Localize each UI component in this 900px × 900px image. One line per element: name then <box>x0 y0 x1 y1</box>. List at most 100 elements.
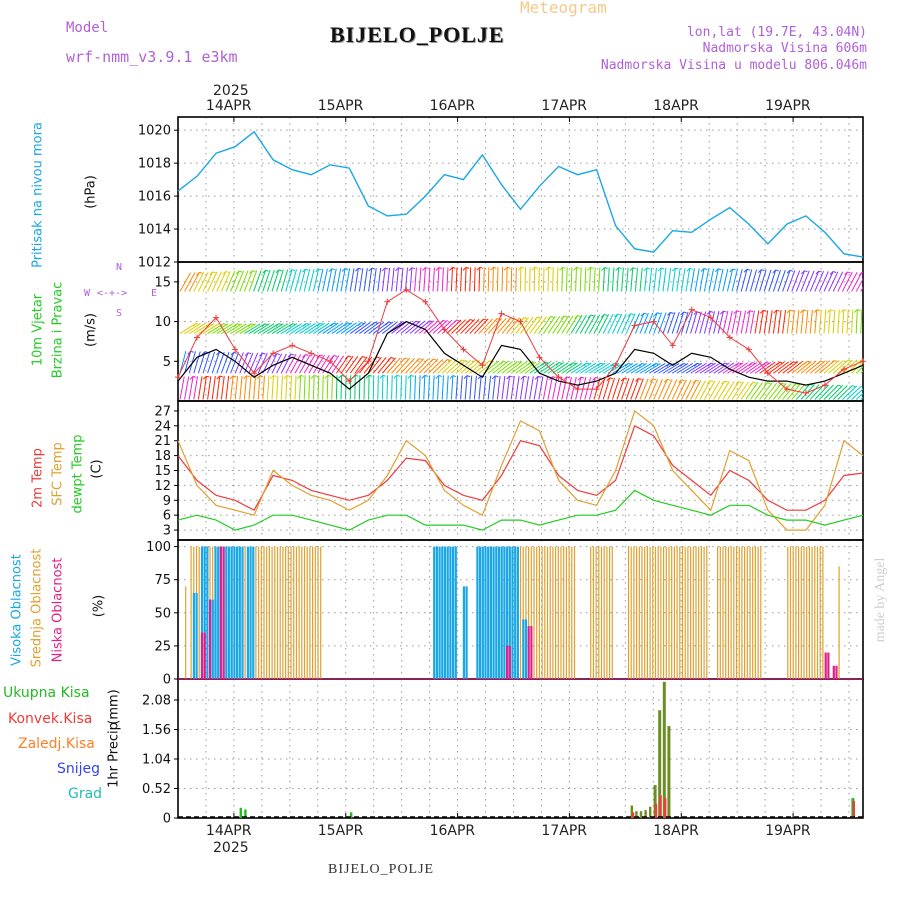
wind-arrowhead <box>287 353 295 358</box>
low-cloud-bar <box>219 546 222 679</box>
wind-arrow <box>354 356 368 374</box>
wind-arrow <box>363 375 366 400</box>
high-cloud-bar <box>479 546 482 679</box>
wind-arrowhead <box>574 315 581 319</box>
wind-arrow <box>625 363 643 374</box>
gust-marker <box>574 386 581 393</box>
wind-arrow <box>271 269 280 292</box>
wind-arrow <box>846 309 849 334</box>
wind-arrow <box>773 383 787 400</box>
high-cloud-bar <box>503 546 506 679</box>
wind-arrowhead <box>449 375 457 379</box>
wind-arrow <box>207 376 212 400</box>
wind-barbs <box>179 266 863 400</box>
wind-arrow <box>248 270 258 292</box>
total-precip-bar <box>653 785 657 818</box>
wind-arrow <box>621 267 624 292</box>
wind-arrow <box>699 268 705 292</box>
wind-arrow <box>680 268 686 292</box>
wind-arrow <box>662 363 680 374</box>
wind-arrow <box>515 376 520 400</box>
high-cloud-bar <box>487 546 490 679</box>
wind-arrow <box>763 269 772 292</box>
wind-arrowhead <box>407 374 414 379</box>
pressure-line <box>177 130 864 258</box>
bottom-year: 2025 <box>213 840 249 856</box>
wind-arrow <box>851 309 854 334</box>
wind-arrow <box>276 323 293 334</box>
wind-arrow <box>276 353 287 374</box>
wind-arrow <box>713 268 719 292</box>
wind-arrow <box>497 361 513 374</box>
wind-arrow <box>294 354 306 374</box>
wind-arrow <box>211 323 229 334</box>
wind-arrow <box>805 309 809 334</box>
wind-arrow <box>611 377 620 400</box>
wind-arrow <box>216 323 233 334</box>
wind-arrowhead <box>743 268 751 273</box>
wind-arrowhead <box>563 376 570 381</box>
wind-arrow <box>501 317 516 334</box>
wind-arrow <box>248 375 252 400</box>
wind-arrow <box>220 352 230 374</box>
wind-arrow <box>359 321 376 334</box>
total-precip-bar <box>635 811 638 818</box>
low-cloud-bar <box>832 665 835 679</box>
wind-arrow <box>184 323 201 334</box>
wind-arrowhead <box>686 267 693 272</box>
compass-n: N <box>116 262 123 273</box>
day-label-bottom: 17APR <box>541 823 587 839</box>
wind-arrowhead <box>559 266 566 271</box>
gust-marker <box>194 334 201 341</box>
wind-arrow <box>179 351 187 374</box>
wind-arrow <box>423 267 426 292</box>
y-tick-label: 50 <box>154 606 171 621</box>
wind-arrow <box>841 309 845 334</box>
y-tick-label: 6 <box>163 509 171 524</box>
wind-arrowhead <box>365 374 373 379</box>
high-cloud-bar <box>238 546 241 679</box>
wind-arrow <box>202 271 214 292</box>
wind-arrow <box>722 362 739 374</box>
wind-arrow <box>685 362 703 374</box>
wind-arrowhead <box>700 268 708 272</box>
wind-arrow <box>391 375 393 400</box>
high-cloud-bar <box>492 546 495 679</box>
wind-arrow <box>570 315 583 334</box>
wind-arrowhead <box>500 360 507 365</box>
wind-arrow <box>464 375 468 400</box>
wind-arrowhead <box>359 356 366 360</box>
gust-marker <box>650 318 657 325</box>
wind-arrow <box>267 323 284 334</box>
low-cloud-bar <box>506 645 509 679</box>
wind-arrowhead <box>531 266 538 271</box>
wind-arrow <box>202 323 220 334</box>
wind-arrowhead <box>310 374 318 379</box>
wind-arrowhead <box>813 309 820 314</box>
wind-arrow <box>230 270 240 292</box>
wind-arrow <box>294 323 312 334</box>
model-label: Model <box>66 20 109 36</box>
wind-arrowhead <box>229 375 237 380</box>
wind-arrowhead <box>555 362 563 366</box>
gust-marker <box>232 346 239 353</box>
total-precip-bar <box>658 710 662 818</box>
total-precip-bar <box>644 810 647 818</box>
gust-marker <box>536 354 543 361</box>
wind-arrow <box>851 272 863 292</box>
high-cloud-bar <box>195 592 198 679</box>
wind-arrow <box>354 375 356 400</box>
wind-arrow <box>699 380 711 400</box>
wind-arrowhead <box>408 267 416 272</box>
wind-arrow <box>616 313 627 334</box>
wind-arrow <box>386 357 401 374</box>
wind-arrowhead <box>422 267 429 271</box>
wind-arrow <box>469 375 473 400</box>
wind-arrow <box>372 357 387 374</box>
wind-arrow <box>455 359 472 374</box>
wind-arrow <box>860 286 863 292</box>
wind-arrowhead <box>587 314 595 319</box>
wind-arrowhead <box>853 309 861 313</box>
legend-total-rain: Ukupna Kisa <box>3 685 90 701</box>
compass-w: W <box>84 288 91 299</box>
